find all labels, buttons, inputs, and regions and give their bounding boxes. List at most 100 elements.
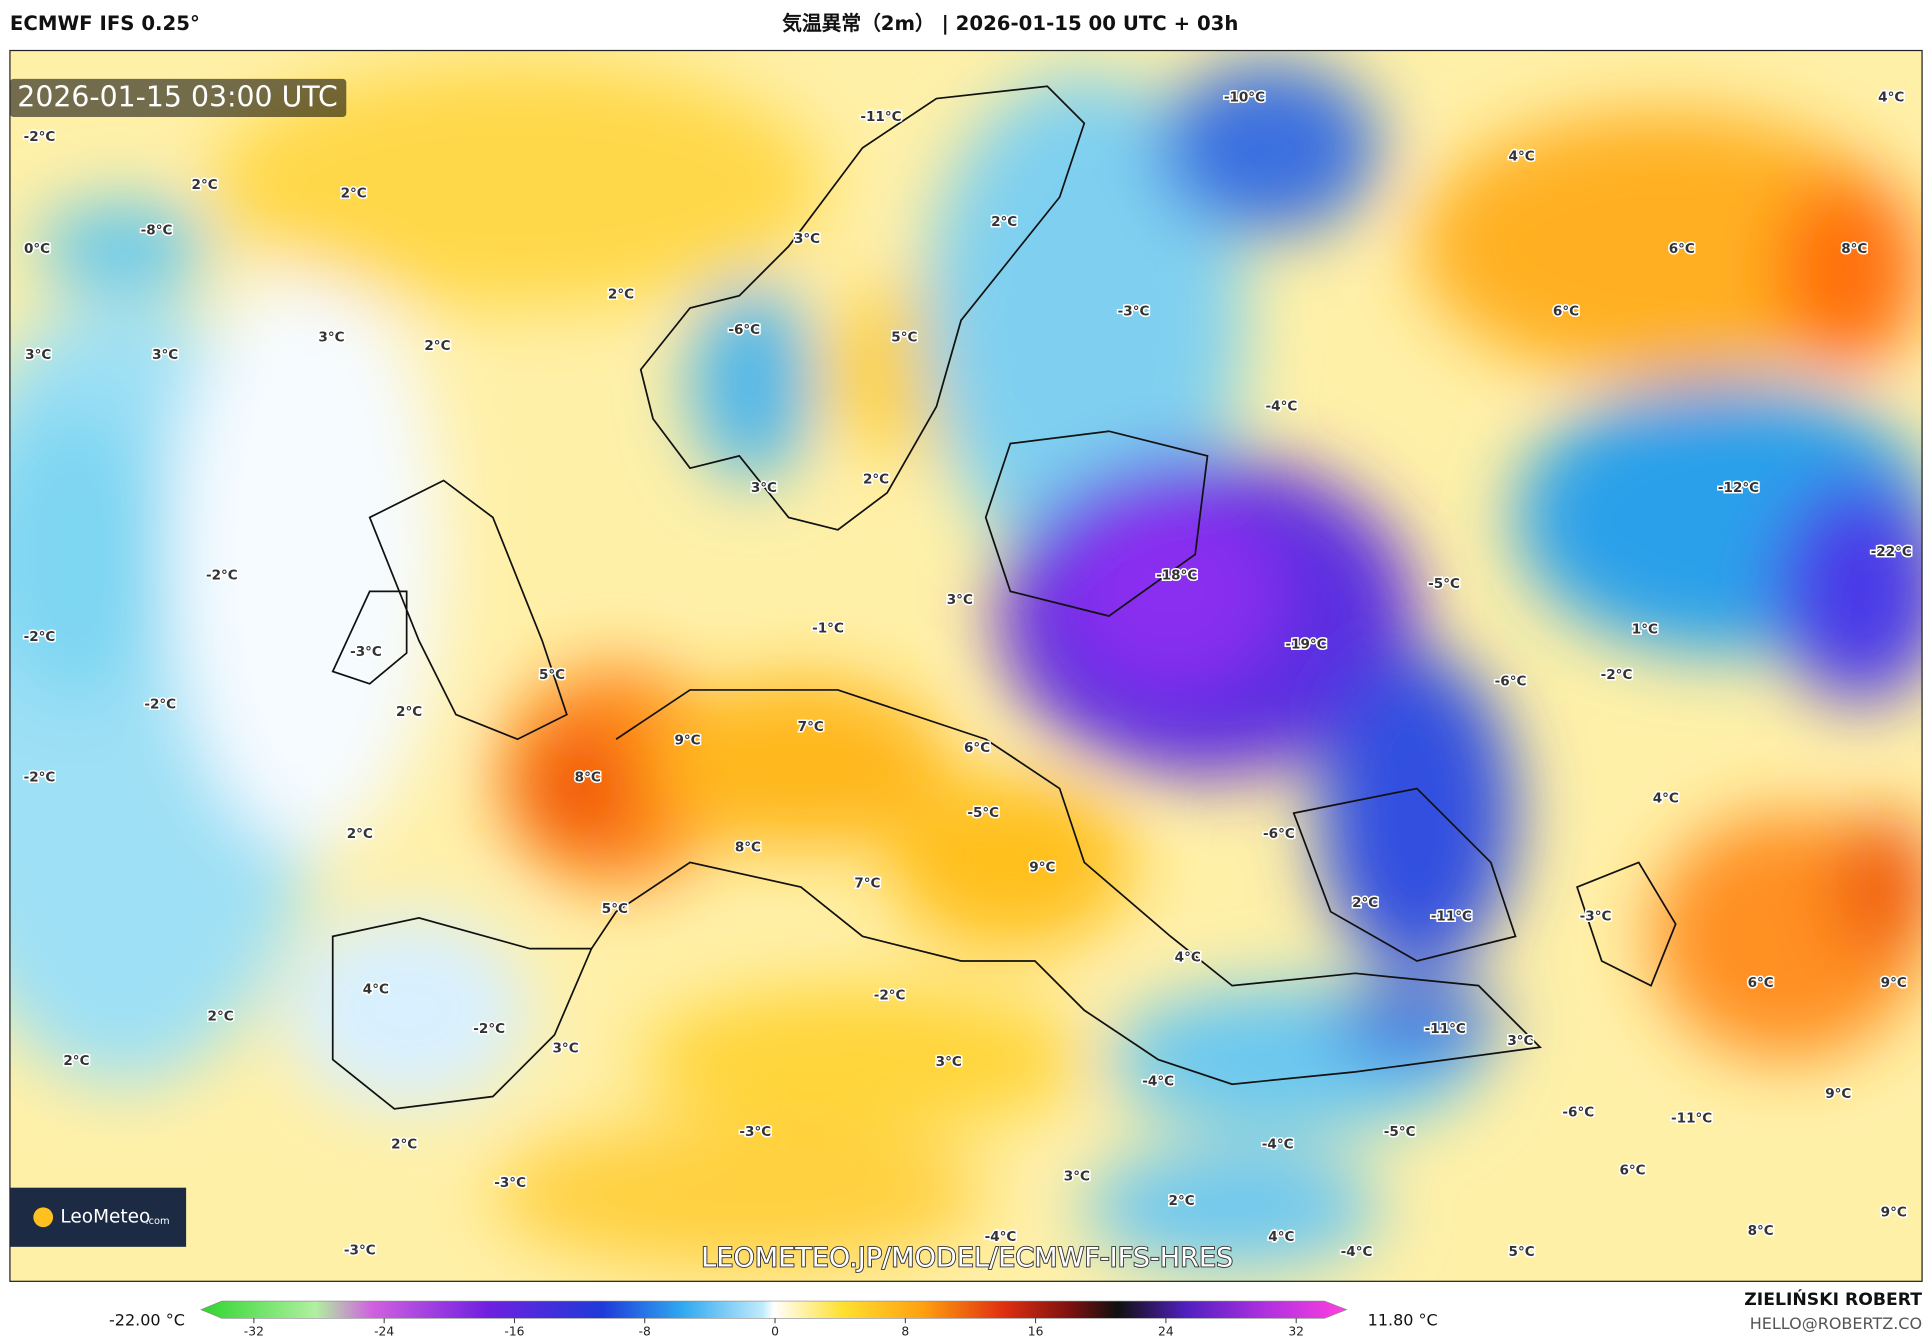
temperature-label: 6°C bbox=[1669, 241, 1695, 257]
temperature-label: -4°C bbox=[1266, 399, 1298, 415]
temperature-label: -6°C bbox=[1562, 1105, 1594, 1121]
colorbar-tick-label: 8 bbox=[901, 1324, 909, 1338]
email: HELLO@ROBERTZ.CO bbox=[1750, 1314, 1922, 1333]
temperature-label: -4°C bbox=[1262, 1137, 1294, 1153]
temperature-label: -3°C bbox=[344, 1243, 376, 1259]
anomaly-blob bbox=[517, 726, 641, 851]
temperature-label: -19°C bbox=[1285, 636, 1326, 652]
temperature-label: -2°C bbox=[24, 769, 56, 785]
temperature-label: 5°C bbox=[891, 330, 917, 346]
colorbar-tick-label: 32 bbox=[1288, 1324, 1304, 1338]
temperature-label: -8°C bbox=[141, 222, 173, 238]
temperature-label: -2°C bbox=[473, 1021, 505, 1037]
temperature-label: 3°C bbox=[318, 330, 344, 346]
logo-suffix: .com bbox=[145, 1216, 169, 1227]
temperature-label: 3°C bbox=[794, 231, 820, 247]
temperature-label: -3°C bbox=[494, 1175, 526, 1191]
colorbar-tick-label: -16 bbox=[504, 1324, 524, 1338]
colorbar-tick-label: -32 bbox=[244, 1324, 264, 1338]
temperature-label: 9°C bbox=[1881, 975, 1907, 991]
temperature-label: -6°C bbox=[1263, 826, 1295, 842]
colorbar-tick-label: -8 bbox=[639, 1324, 651, 1338]
temperature-label: 4°C bbox=[1268, 1229, 1294, 1245]
temperature-label: -11°C bbox=[860, 109, 901, 125]
colorbar-tick-label: 24 bbox=[1158, 1324, 1174, 1338]
temperature-label: 1°C bbox=[1632, 622, 1658, 638]
temperature-label: 4°C bbox=[1175, 949, 1201, 965]
temperature-label: -11°C bbox=[1671, 1111, 1712, 1127]
temperature-label: 3°C bbox=[751, 480, 777, 496]
temperature-label: 4°C bbox=[1653, 790, 1679, 806]
anomaly-blob bbox=[887, 776, 1134, 949]
map: -2°C 2°C 2°C -8°C 0°C 2°C 3°C 3°C 3°C 2°C -11°C -10… bbox=[9, 50, 1923, 1282]
temperature-label: -3°C bbox=[1118, 304, 1150, 320]
map-labels: -2°C 2°C 2°C -8°C 0°C 2°C 3°C 3°C 3°C 2°C -11°C -10… bbox=[22, 88, 1913, 1262]
anomaly-field bbox=[9, 61, 1923, 1270]
temperature-label: -5°C bbox=[1384, 1124, 1416, 1140]
temperature-label: 2°C bbox=[391, 1137, 417, 1153]
temperature-label: -5°C bbox=[1428, 576, 1460, 592]
temperature-label: 2°C bbox=[1169, 1193, 1195, 1209]
temperature-label: 6°C bbox=[1553, 304, 1579, 320]
watermark: LEOMETEO.JP/MODEL/ECMWF-IFS-HRES bbox=[701, 1243, 1233, 1274]
temperature-label: 9°C bbox=[1881, 1204, 1907, 1220]
anomaly-blob bbox=[1774, 172, 1923, 370]
temperature-label: -4°C bbox=[1142, 1074, 1174, 1090]
map-frame bbox=[9, 49, 1923, 1282]
temperature-label: 5°C bbox=[602, 901, 628, 917]
temperature-label: 8°C bbox=[1841, 241, 1867, 257]
anomaly-blob bbox=[1158, 61, 1380, 235]
temperature-label: 0°C bbox=[24, 241, 50, 257]
temperature-label: 4°C bbox=[363, 981, 389, 997]
temperature-label: 2°C bbox=[991, 214, 1017, 230]
temperature-label: -2°C bbox=[24, 129, 56, 145]
coastlines bbox=[331, 85, 1677, 1110]
temperature-label: -6°C bbox=[1495, 673, 1527, 689]
anomaly-blob bbox=[9, 406, 161, 703]
temperature-label: 2°C bbox=[424, 338, 450, 354]
temperature-label: 9°C bbox=[674, 732, 700, 748]
temperature-label: -2°C bbox=[144, 697, 176, 713]
temperature-label: 5°C bbox=[1509, 1244, 1535, 1260]
author: ZIELIŃSKI ROBERT bbox=[1744, 1288, 1922, 1310]
temperature-label: 3°C bbox=[1064, 1169, 1090, 1185]
temperature-label: 3°C bbox=[152, 347, 178, 363]
anomaly-blob bbox=[492, 1121, 986, 1270]
anomaly-blob bbox=[924, 73, 1245, 567]
temperature-label: -12°C bbox=[1718, 480, 1759, 496]
temperature-label: -2°C bbox=[874, 987, 906, 1003]
anomaly-blob bbox=[640, 985, 1085, 1134]
temperature-label: 2°C bbox=[192, 177, 218, 193]
temperature-label: -5°C bbox=[967, 805, 999, 821]
temperature-label: -18°C bbox=[1156, 567, 1197, 583]
anomaly-blob bbox=[283, 911, 530, 1109]
anomaly-blob bbox=[37, 203, 210, 290]
temperature-label: 6°C bbox=[1748, 975, 1774, 991]
anomaly-blob bbox=[1059, 492, 1282, 690]
temperature-label: 5°C bbox=[539, 667, 565, 683]
anomaly-blob bbox=[1330, 985, 1504, 1060]
model-label: ECMWF IFS 0.25° bbox=[10, 12, 200, 35]
temperature-label: 2°C bbox=[63, 1053, 89, 1069]
temperature-label: 4°C bbox=[1878, 89, 1904, 105]
anomaly-blob bbox=[1318, 652, 1516, 974]
temperature-label: -1°C bbox=[812, 620, 844, 636]
temperature-label: -3°C bbox=[739, 1124, 771, 1140]
temperature-label: 8°C bbox=[575, 769, 601, 785]
temperature-label: 3°C bbox=[25, 347, 51, 363]
anomaly-blob bbox=[1084, 1145, 1380, 1270]
temperature-label: 3°C bbox=[947, 592, 973, 608]
anomaly-blob bbox=[690, 283, 814, 481]
anomaly-blob bbox=[209, 61, 826, 309]
temperature-label: 2°C bbox=[347, 826, 373, 842]
colorbar-min: -22.00 °C bbox=[109, 1310, 185, 1329]
temperature-label: 2°C bbox=[341, 185, 367, 201]
temperature-label: -2°C bbox=[206, 567, 238, 583]
temperature-label: -22°C bbox=[1871, 544, 1912, 560]
temperature-label: -11°C bbox=[1425, 1021, 1466, 1037]
colorbar-tick-label: 0 bbox=[771, 1324, 779, 1338]
colorbar-ticks: -32 -24 -16 -8 0 8 16 24 32 bbox=[244, 1318, 1304, 1338]
temperature-label: -2°C bbox=[24, 629, 56, 645]
colorbar bbox=[200, 1300, 1348, 1319]
